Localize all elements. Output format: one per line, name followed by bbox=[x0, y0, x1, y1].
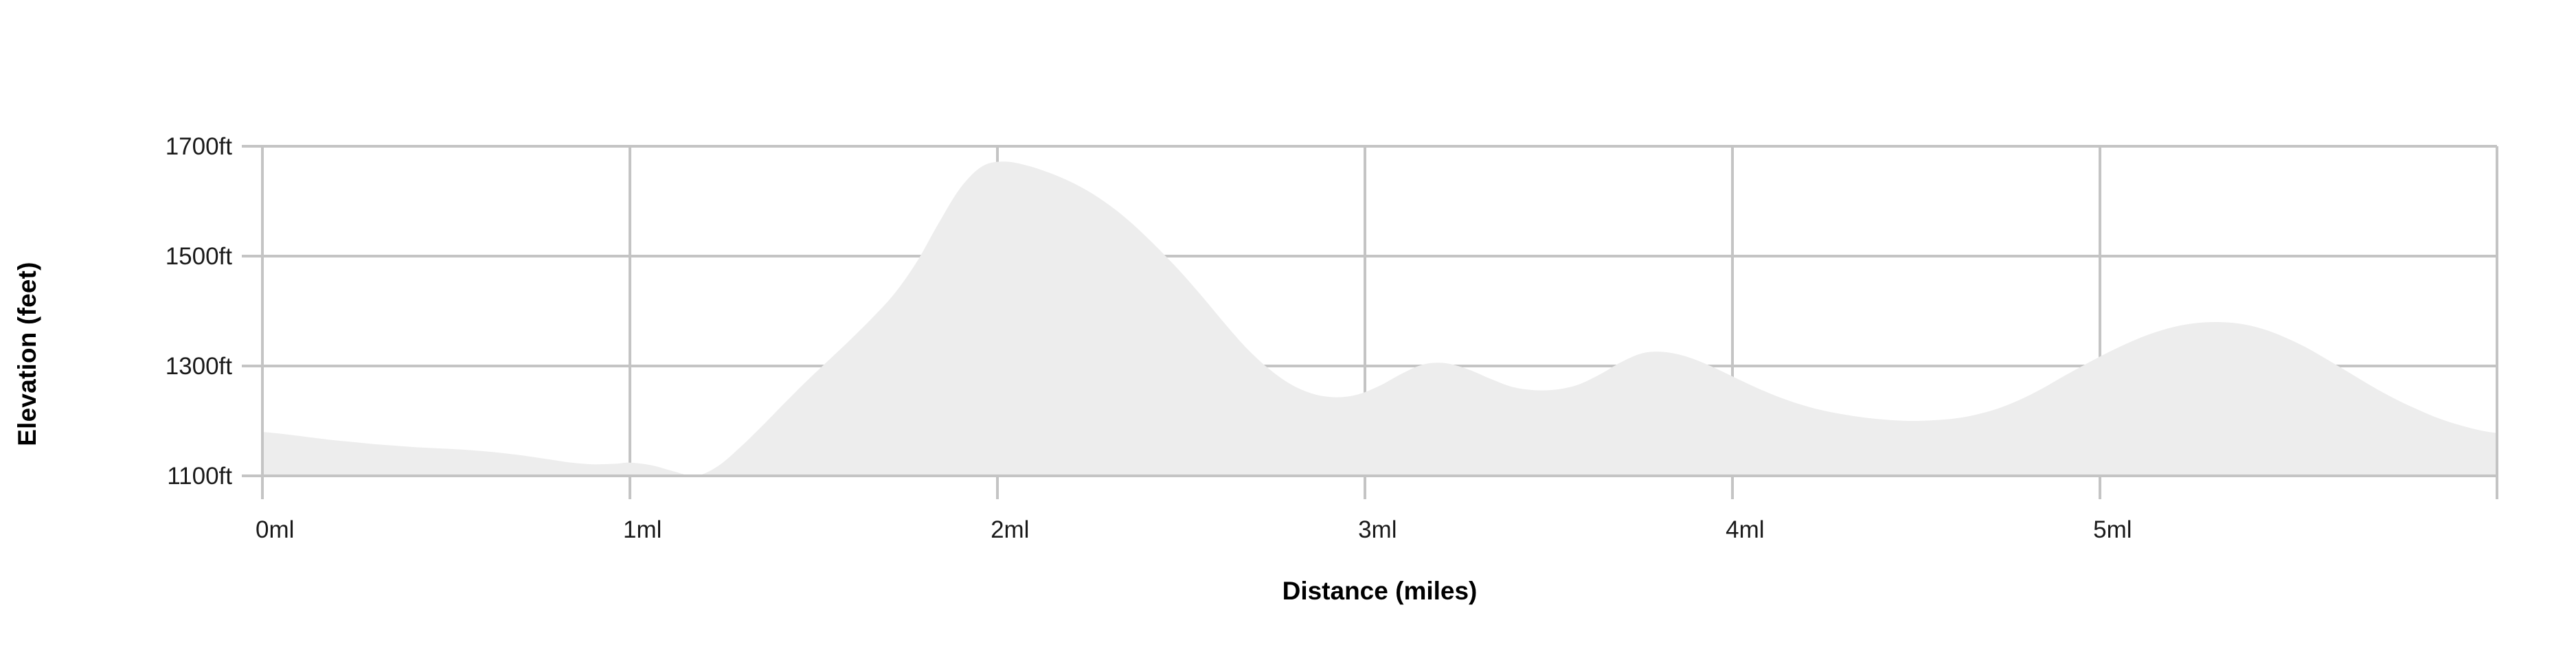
y-tick-label: 1500ft bbox=[166, 243, 233, 270]
x-tick-label: 5ml bbox=[2093, 516, 2132, 543]
y-tick-label: 1300ft bbox=[166, 353, 233, 380]
y-tick-label: 1700ft bbox=[166, 133, 233, 160]
x-tick-label: 4ml bbox=[1726, 516, 1764, 543]
x-tick-labels: 0ml 1ml 2ml 3ml 4ml 5ml bbox=[256, 516, 2132, 543]
y-tick-label: 1100ft bbox=[167, 463, 232, 490]
plot-frame bbox=[261, 145, 2498, 499]
elevation-area-series bbox=[262, 161, 2497, 477]
x-tick-label: 2ml bbox=[991, 516, 1029, 543]
x-axis-title: Distance (miles) bbox=[1282, 577, 1478, 605]
y-tick-labels: 1100ft 1300ft 1500ft 1700ft bbox=[166, 133, 233, 490]
elevation-area-path bbox=[262, 161, 2497, 477]
x-tick-label: 3ml bbox=[1358, 516, 1397, 543]
x-tick-label: 1ml bbox=[623, 516, 662, 543]
x-tick-label: 0ml bbox=[256, 516, 294, 543]
